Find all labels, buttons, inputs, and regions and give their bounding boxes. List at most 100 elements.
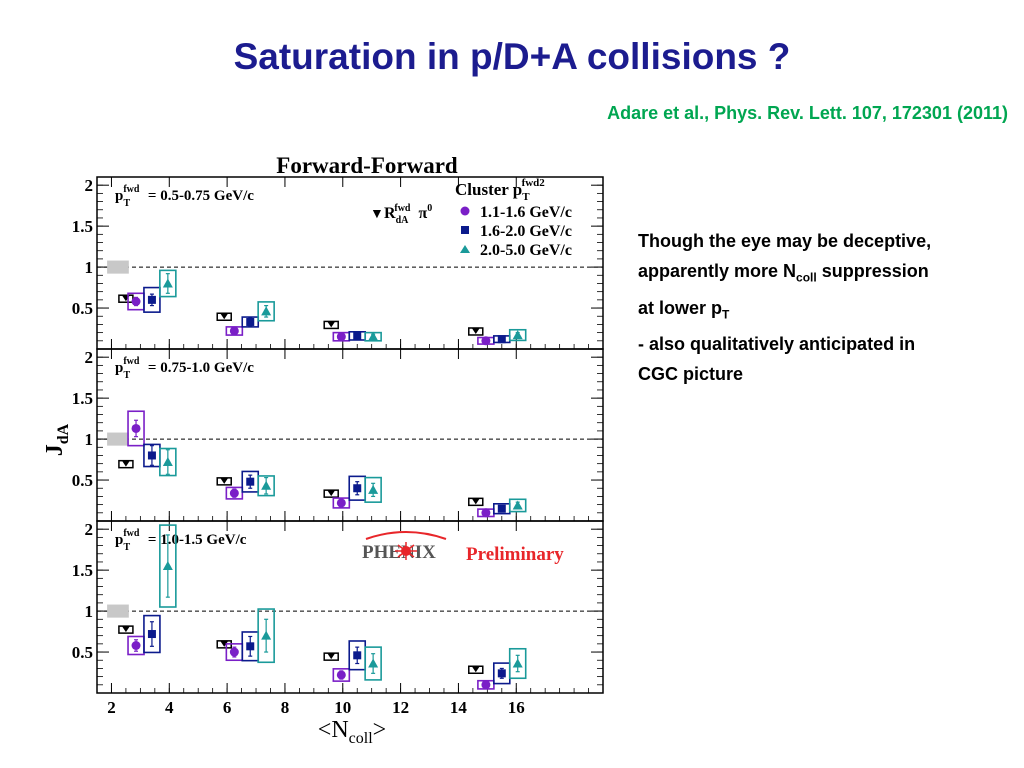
point-series-1	[336, 498, 346, 508]
panel-label-p: p	[115, 188, 123, 204]
x-tick-label: 2	[107, 698, 116, 717]
rda-point	[471, 666, 480, 673]
panel-label-sup: fwd	[123, 184, 140, 195]
sys-box-series-2	[143, 286, 161, 313]
sys-box-series-2	[143, 614, 161, 654]
rda-point	[220, 477, 229, 484]
legend: Cluster pTfwd2 ▼ RdAfwd π0 1.1-1.6 GeV/c …	[370, 177, 572, 259]
point-series-2	[147, 630, 156, 639]
reference-citation: Adare et al., Phys. Rev. Lett. 107, 1723…	[607, 103, 1008, 123]
legend-marker-series-3	[460, 245, 470, 253]
normalization-band	[107, 604, 129, 618]
point-series-2	[497, 669, 506, 678]
preliminary-text: Preliminary	[466, 544, 564, 565]
rda-point	[220, 313, 229, 320]
sys-box-series-3	[159, 524, 177, 608]
sys-box-series-2	[241, 316, 260, 328]
point-series-1	[481, 336, 491, 346]
point-series-3	[162, 457, 173, 467]
notes-line-2: apparently more Ncoll suppression	[638, 256, 1018, 293]
y-tick-label: 1.5	[72, 217, 93, 236]
legend-header-sup: fwd2	[522, 177, 546, 189]
rda-point	[327, 653, 336, 660]
sys-box-series-3	[159, 269, 177, 298]
point-series-1	[481, 680, 491, 690]
sys-box-series-3	[257, 301, 275, 322]
point-series-3	[368, 331, 379, 341]
panel-label: pfwd T = 0.75-1.0 GeV/c	[115, 356, 254, 381]
point-series-1	[131, 423, 141, 433]
panel-label-sub: T	[123, 198, 130, 209]
y-tick-label: 0.5	[72, 299, 93, 318]
point-series-1	[229, 326, 239, 336]
point-series-3	[512, 330, 523, 340]
sys-box-series-3	[257, 608, 275, 664]
y-tick-label: 0.5	[72, 643, 93, 662]
rda-point	[121, 460, 130, 467]
point-series-3	[512, 658, 523, 668]
x-tick-label: 6	[223, 698, 232, 717]
y-tick-label: 2	[85, 176, 94, 195]
phenix-text-end: ENIX	[388, 542, 436, 563]
point-series-3	[368, 658, 379, 668]
sys-box-series-1	[332, 668, 351, 682]
sys-box-series-3	[364, 476, 382, 503]
legend-label-series-3: 2.0-5.0 GeV/c	[480, 242, 572, 259]
panel-frame	[96, 520, 604, 694]
sys-box-series-1	[332, 497, 351, 509]
rda-point	[327, 490, 336, 497]
y-tick-label: 2	[85, 520, 94, 539]
y-tick-label: 1.5	[72, 389, 93, 408]
panel-label-sub: T	[123, 542, 130, 553]
point-series-2	[353, 331, 362, 340]
point-series-2	[147, 451, 156, 460]
legend-header-sub: T	[522, 191, 530, 203]
x-axis-label: <Ncoll>	[318, 717, 386, 747]
x-tick-label: 4	[165, 698, 174, 717]
x-axis-label-end: >	[373, 717, 387, 743]
notes-line-4: - also qualitatively anticipated in	[638, 334, 916, 355]
point-series-2	[497, 504, 506, 513]
sys-box-series-1	[127, 410, 145, 447]
point-series-2	[147, 295, 156, 304]
panel-label-p: p	[115, 360, 123, 376]
y-tick-label: 0.5	[72, 471, 93, 490]
point-series-3	[261, 630, 272, 640]
panel-label-sub: T	[123, 370, 130, 381]
legend-rda-label: RdAfwd π0	[384, 203, 432, 226]
legend-label-series-1: 1.1-1.6 GeV/c	[480, 204, 572, 221]
y-tick-label: 1	[85, 602, 94, 621]
notes-line-2-pre: apparently more N	[638, 261, 797, 281]
point-series-3	[261, 480, 272, 490]
legend-rda-sup: fwd	[394, 203, 411, 214]
point-series-2	[246, 477, 255, 486]
point-series-2	[497, 335, 506, 344]
point-series-1	[229, 647, 239, 657]
sys-box-series-3	[364, 646, 382, 681]
x-axis-label-sub: coll	[349, 730, 374, 747]
legend-header-main: Cluster p	[455, 180, 522, 199]
rda-point	[471, 498, 480, 505]
y-axis-label: JdA	[42, 423, 72, 456]
rda-point	[327, 321, 336, 328]
rda-point	[471, 327, 480, 334]
y-tick-label: 1.5	[72, 561, 93, 580]
point-series-3	[368, 484, 379, 494]
panel-label-range: = 1.0-1.5 GeV/c	[144, 532, 247, 548]
rda-point	[121, 626, 130, 633]
notes-line-1: Though the eye may be deceptive,	[638, 231, 932, 251]
point-series-1	[336, 332, 346, 342]
y-tick-label: 1	[85, 258, 94, 277]
panel-label-range: = 0.75-1.0 GeV/c	[144, 360, 254, 376]
legend-rda-main: R	[384, 205, 396, 222]
x-tick-label: 8	[281, 698, 290, 717]
sys-box-series-3	[508, 647, 527, 680]
phenix-watermark: PHENIX Preliminary	[362, 531, 564, 565]
x-tick-label: 14	[450, 698, 468, 717]
legend-label-series-2: 1.6-2.0 GeV/c	[480, 223, 572, 240]
legend-rda-suffix-sup: 0	[427, 203, 432, 214]
panel-label: pfwd T = 1.0-1.5 GeV/c	[115, 528, 247, 553]
point-series-1	[336, 670, 346, 680]
panel-label-p: p	[115, 532, 123, 548]
